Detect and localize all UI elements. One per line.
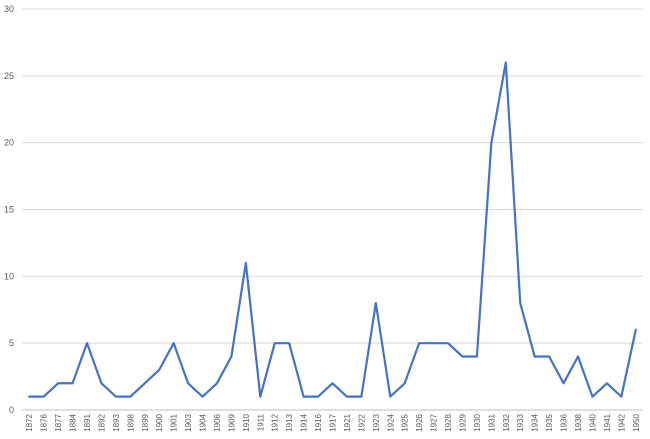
- x-tick-label: 1933: [516, 413, 525, 431]
- x-tick-label: 1910: [242, 413, 251, 431]
- x-tick-label: 1909: [227, 413, 236, 431]
- x-tick-label: 1925: [401, 413, 410, 431]
- x-tick-label: 1884: [69, 413, 78, 431]
- x-tick-label: 1898: [126, 413, 135, 431]
- y-tick-label: 0: [9, 405, 14, 415]
- x-tick-label: 1892: [97, 413, 106, 431]
- x-tick-label: 1893: [112, 413, 121, 431]
- x-tick-label: 1877: [54, 413, 63, 431]
- x-tick-label: 1917: [329, 413, 338, 431]
- x-tick-label: 1924: [386, 413, 395, 431]
- y-tick-label: 15: [4, 205, 14, 215]
- y-axis-ticks: 0 5 10 15 20 25 30: [4, 4, 14, 415]
- x-tick-label: 1900: [155, 413, 164, 431]
- x-tick-label: 1941: [603, 413, 612, 431]
- y-tick-label: 30: [4, 4, 14, 14]
- x-axis-ticks: 1872 1876 1877 1884 1891 1892 1893 1898 1899 1900…: [25, 413, 641, 431]
- x-tick-label: 1899: [141, 413, 150, 431]
- x-tick-label: 1923: [372, 413, 381, 431]
- x-tick-label: 1916: [314, 413, 323, 431]
- x-tick-label: 1901: [170, 413, 179, 431]
- x-tick-label: 1872: [25, 413, 34, 431]
- x-tick-label: 1913: [285, 413, 294, 431]
- x-tick-label: 1914: [300, 413, 309, 431]
- x-tick-label: 1931: [487, 413, 496, 431]
- x-tick-label: 1922: [357, 413, 366, 431]
- x-tick-label: 1935: [545, 413, 554, 431]
- x-tick-label: 1921: [343, 413, 352, 431]
- x-tick-label: 1932: [502, 413, 511, 431]
- x-tick-label: 1929: [458, 413, 467, 431]
- gridlines: [22, 8, 643, 411]
- x-tick-label: 1930: [473, 413, 482, 431]
- x-tick-label: 1927: [430, 413, 439, 431]
- y-tick-label: 20: [4, 138, 14, 148]
- x-tick-label: 1876: [40, 413, 49, 431]
- x-tick-label: 1906: [213, 413, 222, 431]
- x-tick-label: 1903: [184, 413, 193, 431]
- x-tick-label: 1938: [574, 413, 583, 431]
- y-tick-label: 10: [4, 271, 14, 281]
- x-tick-label: 1928: [444, 413, 453, 431]
- y-tick-label: 25: [4, 71, 14, 81]
- series-layer: [28, 61, 637, 398]
- x-tick-label: 1891: [83, 413, 92, 431]
- x-tick-label: 1912: [271, 413, 280, 431]
- x-tick-label: 1904: [199, 413, 208, 431]
- x-tick-label: 1934: [531, 413, 540, 431]
- x-tick-label: 1942: [617, 413, 626, 431]
- series-line: [28, 61, 637, 398]
- y-tick-label: 5: [9, 338, 14, 348]
- x-tick-label: 1940: [588, 413, 597, 431]
- x-tick-label: 1926: [415, 413, 424, 431]
- x-tick-label: 1936: [560, 413, 569, 431]
- x-tick-label: 1911: [256, 413, 265, 431]
- x-tick-label: 1950: [632, 413, 641, 431]
